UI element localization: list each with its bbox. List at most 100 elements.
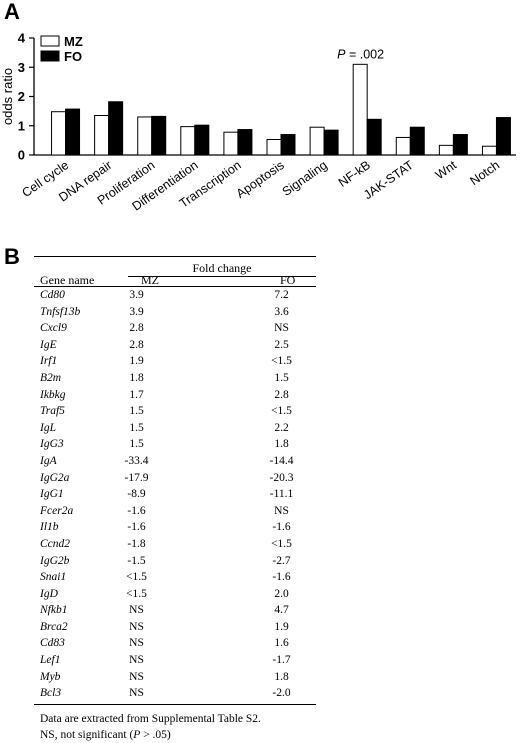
- bar-mz: [137, 116, 153, 156]
- table-row: IgG2b -1.5 -2.7: [34, 553, 316, 570]
- mz-value-cell: -1.8: [127, 537, 146, 550]
- mz-value-cell: NS: [129, 620, 144, 633]
- bar-mz: [94, 115, 110, 156]
- table-row: Cd80 3.9 7.2: [34, 287, 316, 304]
- gene-name-cell: IgG1: [40, 488, 64, 501]
- bar-fo: [452, 134, 468, 156]
- mz-column-header: MZ: [141, 273, 159, 287]
- y-axis-label: odds ratio: [0, 68, 15, 125]
- mz-value-cell: <1.5: [126, 571, 147, 584]
- fo-value-cell: 2.5: [274, 338, 289, 351]
- gene-name-cell: IgD: [40, 587, 58, 600]
- table-row: Cd83 NS 1.6: [34, 635, 316, 652]
- x-tick-label: Apoptosis: [234, 158, 287, 201]
- table-row: B2m 1.8 1.5: [34, 370, 316, 387]
- legend-swatch-fo: [40, 50, 60, 62]
- gene-name-cell: Tnfsf13b: [40, 305, 81, 318]
- bar-mz: [51, 111, 67, 156]
- table-row: Ikbkg 1.7 2.8: [34, 387, 316, 404]
- y-tick-label: 0: [18, 148, 25, 163]
- mz-value-cell: 2.8: [129, 338, 144, 351]
- legend-label-mz: MZ: [64, 34, 83, 49]
- fo-value-cell: 1.8: [274, 670, 289, 683]
- mz-value-cell: -1.5: [127, 554, 146, 567]
- mz-value-cell: 1.5: [129, 421, 144, 434]
- mz-value-cell: <1.5: [126, 587, 147, 600]
- fo-value-cell: -20.3: [269, 471, 294, 484]
- gene-name-cell: B2m: [40, 371, 62, 384]
- gene-name-cell: Cxcl9: [40, 322, 67, 335]
- gene-name-cell: IgE: [40, 338, 57, 351]
- fo-value-cell: 2.8: [274, 388, 289, 401]
- table-row: IgL 1.5 2.2: [34, 420, 316, 437]
- mz-value-cell: 1.5: [129, 438, 144, 451]
- fo-value-cell: 4.7: [274, 604, 289, 617]
- bar-fo: [108, 101, 124, 156]
- fold-change-table: Fold change Gene name MZ FO Cd80 3.9 7.2 Tn…: [34, 256, 316, 743]
- x-tick-label: Signaling: [280, 158, 330, 199]
- fo-value-cell: 7.2: [274, 289, 289, 301]
- table-row: Ccnd2 -1.8 <1.5: [34, 536, 316, 553]
- table-header: Fold change Gene name MZ FO: [34, 257, 316, 287]
- table-header-rule: [34, 286, 316, 287]
- legend-swatch-mz: [40, 35, 60, 47]
- fo-value-cell: 2.0: [274, 587, 289, 600]
- bar-mz: [395, 136, 411, 156]
- table-row: IgE 2.8 2.5: [34, 337, 316, 354]
- bar-mz: [223, 131, 239, 156]
- mz-value-cell: 2.8: [129, 322, 144, 335]
- bar-mz: [266, 138, 282, 156]
- mz-value-cell: NS: [129, 637, 144, 650]
- mz-value-cell: -33.4: [124, 454, 149, 467]
- gene-name-cell: Ccnd2: [40, 537, 71, 550]
- fo-value-cell: <1.5: [271, 405, 292, 418]
- table-row: Snai1 <1.5 -1.6: [34, 569, 316, 586]
- table-row: Fcer2a -1.6 NS: [34, 503, 316, 520]
- mz-value-cell: 3.9: [129, 305, 144, 318]
- table-row: Irf1 1.9 <1.5: [34, 353, 316, 370]
- y-tick-label: 4: [18, 31, 26, 46]
- mz-value-cell: 1.7: [129, 388, 144, 401]
- fo-value-cell: 3.6: [274, 305, 289, 318]
- mz-value-cell: NS: [129, 670, 144, 683]
- bar-fo: [237, 129, 253, 156]
- bar-mz: [352, 63, 368, 156]
- fold-change-header: Fold change: [192, 261, 252, 275]
- mz-value-cell: NS: [129, 604, 144, 617]
- table-row: IgG2a -17.9 -20.3: [34, 470, 316, 487]
- y-tick-label: 2: [18, 89, 25, 104]
- mz-value-cell: -1.6: [127, 504, 146, 517]
- table-notes: Data are extracted from Supplemental Tab…: [34, 711, 316, 743]
- bar-mz: [180, 126, 196, 156]
- fo-column-header: FO: [280, 273, 296, 287]
- table-row: Lef1 NS -1.7: [34, 652, 316, 669]
- fo-value-cell: -1.7: [272, 654, 291, 667]
- table-row: Bcl3 NS -2.0: [34, 685, 316, 702]
- table-row: IgD <1.5 2.0: [34, 586, 316, 603]
- bar-fo: [280, 134, 296, 156]
- gene-name-header: Gene name: [40, 273, 95, 287]
- gene-name-cell: IgL: [40, 421, 56, 434]
- fold-change-underline: [128, 276, 316, 277]
- fo-value-cell: -11.1: [269, 488, 294, 501]
- bar-fo: [323, 129, 339, 156]
- gene-name-cell: Fcer2a: [40, 504, 74, 517]
- gene-name-cell: Lef1: [40, 654, 61, 667]
- mz-value-cell: -1.6: [127, 521, 146, 534]
- gene-name-cell: IgG2a: [40, 471, 70, 484]
- fo-value-cell: 1.8: [274, 438, 289, 451]
- mz-value-cell: -17.9: [124, 471, 149, 484]
- mz-value-cell: NS: [129, 654, 144, 667]
- table-row: Tnfsf13b 3.9 3.6: [34, 304, 316, 321]
- bar-mz: [481, 145, 497, 156]
- fo-value-cell: -2.0: [272, 687, 291, 700]
- fo-value-cell: 2.2: [274, 421, 289, 434]
- gene-name-cell: Cd80: [40, 289, 65, 301]
- fo-value-cell: 1.9: [274, 620, 289, 633]
- gene-name-cell: Myb: [40, 670, 61, 683]
- gene-name-cell: Brca2: [40, 620, 68, 633]
- table-body: Cd80 3.9 7.2 Tnfsf13b 3.9 3.6 Cxcl9 2.8 NS IgE 2.8…: [34, 287, 316, 702]
- fo-value-cell: -1.6: [272, 521, 291, 534]
- gene-name-cell: Cd83: [40, 637, 65, 650]
